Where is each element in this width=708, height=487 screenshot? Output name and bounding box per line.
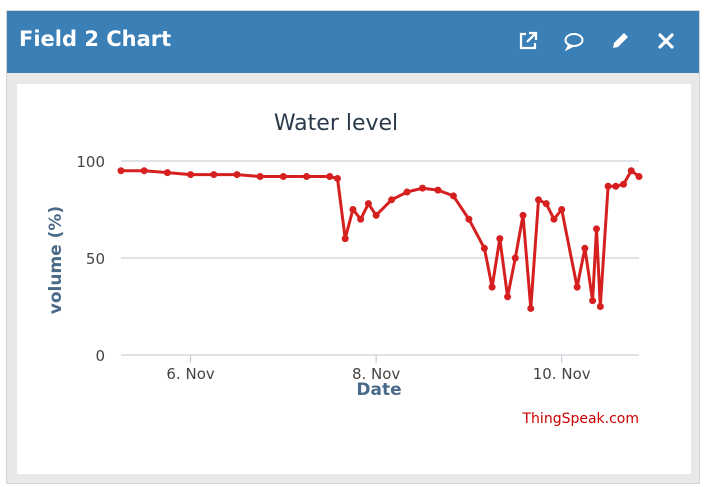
data-point <box>333 174 341 182</box>
data-point <box>449 192 457 200</box>
data-point <box>589 297 597 305</box>
data-point <box>604 182 612 190</box>
data-point <box>303 173 311 181</box>
data-point <box>419 184 427 192</box>
edit-button[interactable] <box>606 27 634 55</box>
data-point <box>635 173 643 181</box>
data-point <box>326 173 334 181</box>
data-point <box>349 206 357 213</box>
y-tick-label: 0 <box>95 347 105 365</box>
x-tick-label: 10. Nov <box>533 365 591 383</box>
x-axis-title: Date <box>356 380 401 400</box>
data-point <box>210 171 218 179</box>
y-tick-label: 50 <box>86 250 105 268</box>
close-button[interactable] <box>652 27 680 55</box>
chart-title: Water level <box>274 111 398 136</box>
x-tick-label: 8. Nov <box>352 365 400 383</box>
data-point <box>140 167 148 175</box>
chart-credit[interactable]: ThingSpeak.com <box>522 411 640 427</box>
data-point <box>542 200 550 208</box>
data-point <box>534 196 542 204</box>
data-point <box>592 225 600 233</box>
data-point <box>187 171 195 179</box>
data-point <box>612 182 620 190</box>
data-point <box>279 173 287 181</box>
data-point <box>581 244 589 252</box>
x-tick-label: 6. Nov <box>166 365 214 383</box>
widget-title: Field 2 Chart <box>19 27 172 51</box>
data-point <box>550 215 558 223</box>
data-point <box>233 171 241 179</box>
data-point <box>163 169 171 177</box>
data-point <box>620 180 628 188</box>
data-point <box>573 283 581 291</box>
data-point <box>596 303 604 310</box>
external-link-icon <box>519 31 538 50</box>
data-point <box>511 254 519 262</box>
comment-button[interactable] <box>560 27 588 55</box>
data-point <box>519 211 527 219</box>
data-point <box>117 167 125 175</box>
series-line <box>121 169 640 310</box>
data-point <box>434 186 442 194</box>
comment-icon <box>564 33 584 52</box>
data-point <box>496 235 504 243</box>
open-external-button[interactable] <box>514 27 542 55</box>
pencil-icon <box>613 33 628 48</box>
y-axis-title: volume (%) <box>46 206 66 314</box>
data-point <box>504 293 512 301</box>
data-point <box>388 196 396 204</box>
data-point <box>403 188 411 196</box>
data-point <box>488 283 496 291</box>
widget-header: Field 2 Chart <box>7 11 699 73</box>
data-point <box>357 215 365 223</box>
data-point <box>364 200 372 208</box>
chart-widget: Field 2 Chart <box>6 10 700 484</box>
data-point <box>341 235 349 243</box>
chart-panel: Water level 0 50 100 6. Nov 8. Nov 10. Nov D… <box>17 84 691 474</box>
water-level-chart: Water level 0 50 100 6. Nov 8. Nov 10. Nov D… <box>46 111 643 427</box>
close-icon <box>658 33 674 49</box>
y-tick-label: 100 <box>76 153 105 171</box>
data-point <box>527 304 535 312</box>
data-point <box>480 244 488 252</box>
data-point <box>256 173 264 181</box>
data-point <box>372 211 380 219</box>
data-point <box>465 215 473 223</box>
data-point <box>627 167 635 175</box>
data-point <box>558 206 566 213</box>
